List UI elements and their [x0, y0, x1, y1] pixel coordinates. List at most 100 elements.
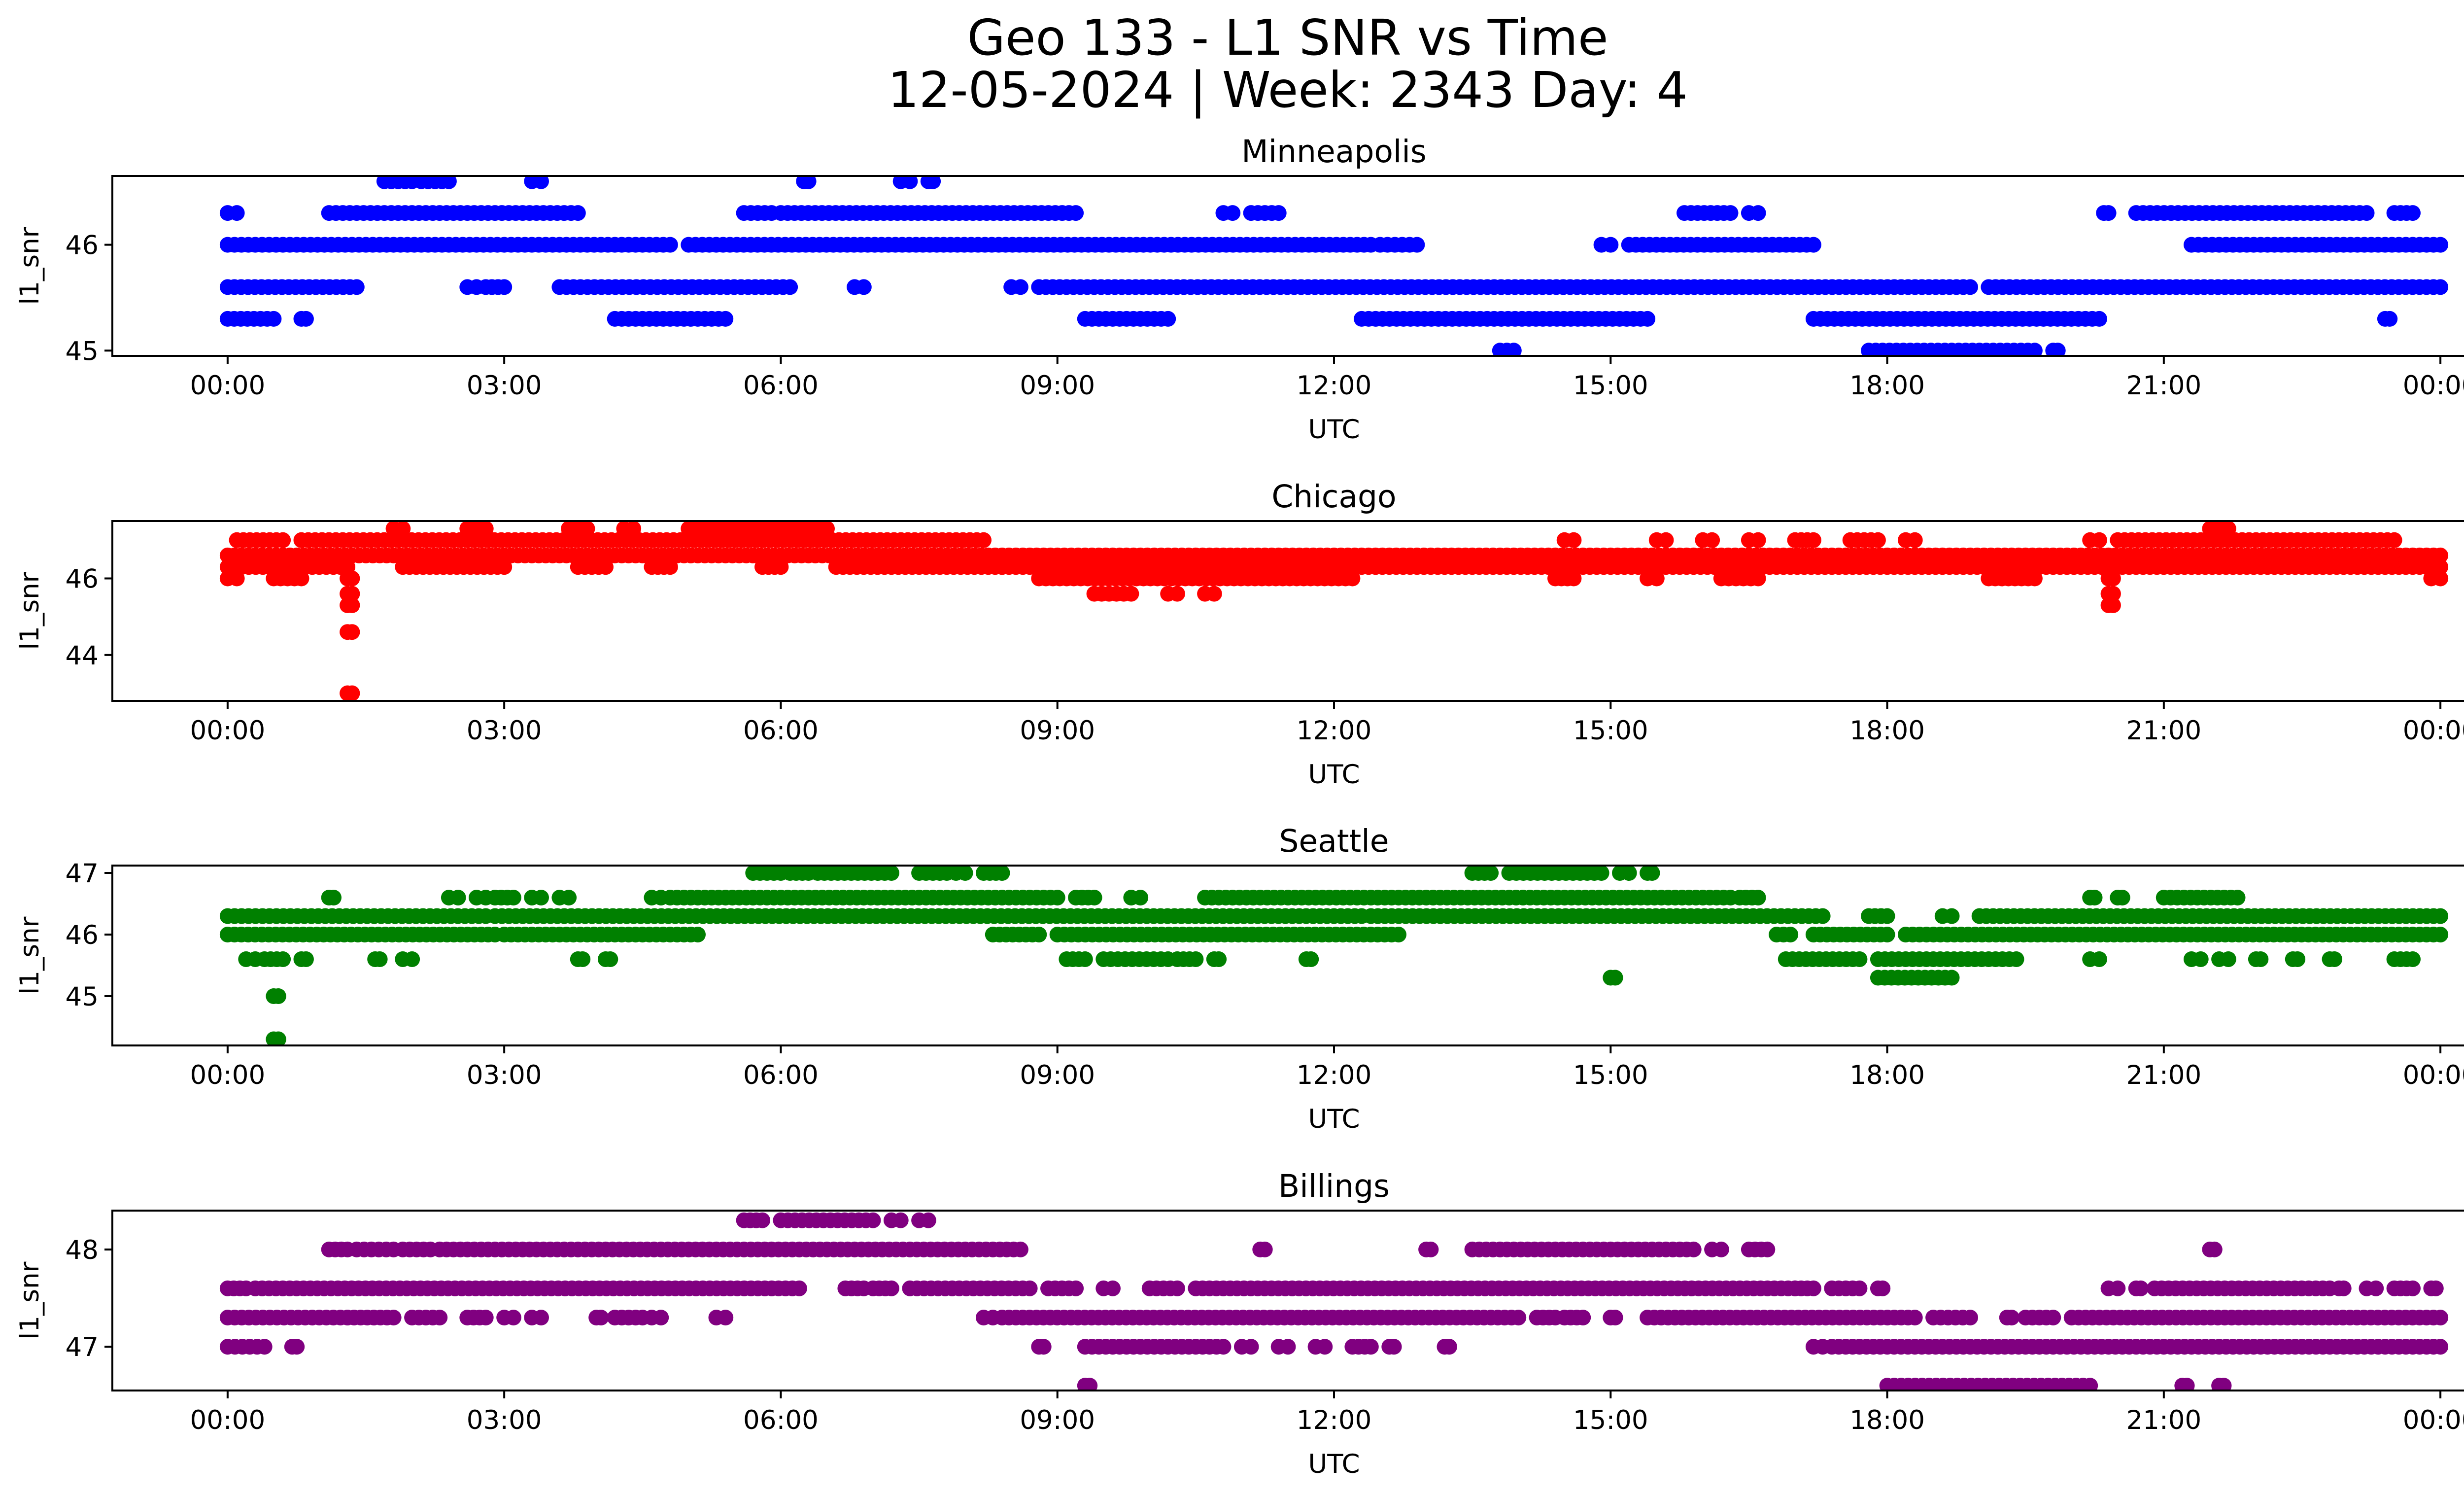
seattle-point	[450, 890, 466, 905]
chicago-point	[496, 559, 513, 575]
billings-point	[1082, 1378, 1098, 1391]
seattle-point	[533, 890, 549, 905]
chicago-point	[662, 559, 678, 575]
billings-point	[1441, 1339, 1457, 1355]
minneapolis-point	[1603, 237, 1619, 253]
seattle-point	[2114, 890, 2130, 905]
seattle-point	[298, 951, 314, 967]
seattle-point	[270, 988, 286, 1004]
billings-point	[2335, 1280, 2352, 1296]
seattle-point	[1814, 908, 1831, 924]
minneapolis-point	[2432, 279, 2449, 295]
minneapolis-title: Minneapolis	[1241, 134, 1426, 170]
chicago-point	[1206, 586, 1222, 602]
billings-point	[2110, 1280, 2126, 1296]
billings-point	[1243, 1339, 1259, 1355]
seattle-point	[372, 951, 388, 967]
minneapolis-y-tick-label: 45	[66, 336, 99, 366]
minneapolis-point	[1506, 343, 1522, 356]
billings-x-tick-label: 15:00	[1573, 1405, 1648, 1435]
seattle-point	[1944, 908, 1960, 924]
chicago-x-tick-label: 03:00	[467, 716, 542, 746]
seattle-x-tick-label: 18:00	[1849, 1060, 1925, 1090]
billings-point	[432, 1310, 448, 1325]
billings-point	[1105, 1280, 1121, 1296]
chicago-xlabel: UTC	[1308, 760, 1360, 790]
billings-point	[1215, 1339, 1232, 1355]
minneapolis-x-tick-label: 12:00	[1297, 371, 1372, 401]
chicago-x-tick-label: 00:00	[2403, 716, 2464, 746]
billings-point	[920, 1212, 936, 1228]
chicago-y-tick-label: 46	[66, 564, 99, 594]
billings-point	[1169, 1280, 1185, 1296]
chicago-x-tick-label: 18:00	[1849, 716, 1925, 746]
chicago-point	[293, 570, 309, 587]
minneapolis-point	[348, 279, 365, 295]
seattle-y-tick-label: 47	[66, 859, 99, 889]
minneapolis-point	[1805, 237, 1821, 253]
billings-point	[593, 1310, 609, 1325]
minneapolis-point	[1640, 311, 1656, 327]
billings-point	[1805, 1280, 1821, 1296]
billings-x-tick-label: 09:00	[1020, 1405, 1095, 1435]
chicago-point	[976, 532, 992, 548]
seattle-point	[275, 951, 291, 967]
seattle-point	[2432, 908, 2449, 924]
minneapolis-point	[441, 176, 457, 189]
minneapolis-point	[902, 176, 918, 189]
minneapolis-point	[856, 279, 872, 295]
seattle-point	[561, 890, 577, 905]
billings-point	[1317, 1339, 1333, 1355]
seattle-point	[1049, 890, 1065, 905]
figure-title-line-1: Geo 133 - L1 SNR vs Time	[967, 9, 1608, 67]
billings-ylabel: l1_snr	[15, 1261, 45, 1339]
chicago-point	[344, 685, 360, 701]
seattle-point	[1132, 890, 1149, 905]
billings-xlabel: UTC	[1308, 1449, 1360, 1479]
seattle-point	[1077, 951, 1093, 967]
chicago-point	[2091, 532, 2107, 548]
seattle-point	[883, 866, 899, 881]
seattle-title: Seattle	[1279, 823, 1389, 859]
chicago-point	[2432, 559, 2449, 575]
minneapolis-points	[219, 176, 2449, 356]
chicago-point	[2432, 570, 2449, 587]
billings-point	[256, 1339, 273, 1355]
seattle-point	[2229, 890, 2246, 905]
figure-title-line-2: 12-05-2024 | Week: 2343 Day: 4	[888, 61, 1688, 119]
minneapolis-point	[1722, 205, 1739, 221]
seattle-point	[2432, 927, 2449, 942]
minneapolis-point	[2100, 205, 2117, 221]
billings-x-tick-label: 12:00	[1297, 1405, 1372, 1435]
billings-x-tick-label: 06:00	[743, 1405, 819, 1435]
minneapolis-axes-frame	[111, 175, 2464, 357]
seattle-point	[1483, 866, 1499, 881]
chicago-point	[2386, 532, 2402, 548]
minneapolis-x-tick-label: 21:00	[2126, 371, 2201, 401]
minneapolis-point	[718, 311, 734, 327]
billings-point	[2405, 1280, 2421, 1296]
minneapolis-point	[2359, 205, 2375, 221]
chicago-point	[344, 570, 360, 587]
billings-point	[478, 1310, 494, 1325]
seattle-panel: 00:00 03:00 06:00 09:00 12:00 15:00 18:00 21:00…	[15, 823, 2464, 1134]
chicago-point	[598, 559, 614, 575]
billings-title: Billings	[1278, 1168, 1390, 1204]
minneapolis-point	[2382, 311, 2398, 327]
seattle-point	[2091, 951, 2107, 967]
chicago-point	[275, 532, 291, 548]
billings-point	[289, 1339, 305, 1355]
minneapolis-point	[925, 176, 941, 189]
chicago-point	[1648, 570, 1665, 587]
seattle-point	[2290, 951, 2306, 967]
chicago-point	[1123, 586, 1139, 602]
billings-point	[1713, 1241, 1729, 1257]
minneapolis-x-tick-label: 09:00	[1020, 371, 1095, 401]
billings-point	[1607, 1310, 1623, 1325]
seattle-point	[1879, 908, 1895, 924]
chicago-y-tick-label: 44	[66, 641, 99, 671]
billings-point	[1685, 1241, 1702, 1257]
minneapolis-point	[2405, 205, 2421, 221]
chicago-point	[1870, 532, 1886, 548]
